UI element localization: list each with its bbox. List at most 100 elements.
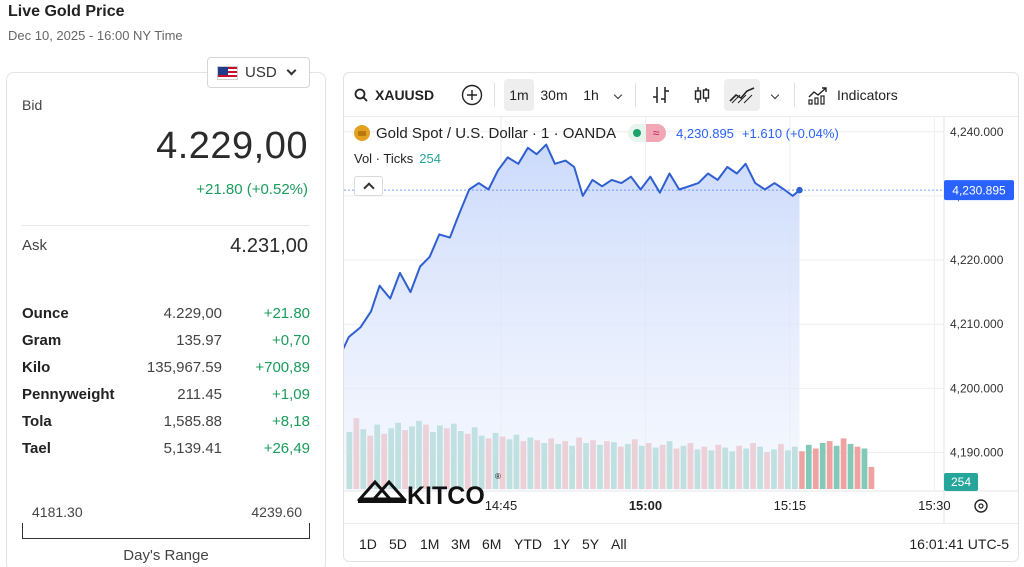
page-title: Live Gold Price (8, 3, 125, 20)
us-flag-icon (217, 65, 238, 80)
chart-legend: Gold Spot / U.S. Dollar · 1 · OANDA ≈ 4,… (354, 124, 839, 142)
toolbar-separator (494, 83, 495, 107)
range-1m[interactable]: 1M (420, 536, 440, 552)
unit-row-kilo: Kilo 135,967.59 +700,89 (22, 357, 310, 384)
volume-bar (819, 443, 826, 489)
price-line (344, 143, 801, 350)
interval-30m[interactable]: 30m (540, 87, 568, 103)
volume-bar (868, 466, 875, 489)
unit-name: Pennyweight (22, 386, 115, 403)
volume-tag (944, 473, 978, 491)
unit-price: 135.97 (176, 332, 222, 349)
unit-row-pennyweight: Pennyweight 211.45 +1,09 (22, 384, 310, 411)
chart-type-dropdown[interactable] (766, 79, 784, 111)
unit-change: +1,09 (272, 386, 310, 403)
volume-bar (812, 448, 819, 489)
svg-text:®: ® (495, 472, 501, 481)
unit-price-list: Ounce 4.229,00 +21.80 Gram 135.97 +0,70 … (22, 303, 310, 465)
x-tick-label: 14:45 (485, 498, 518, 513)
page-subtitle: Dec 10, 2025 - 16:00 NY Time (8, 28, 183, 43)
y-tick-label: 4,210.000 (950, 317, 1004, 331)
bid-price: 4.229,00 (156, 125, 308, 167)
unit-change: +8,18 (272, 413, 310, 430)
unit-name: Tola (22, 413, 52, 430)
collapse-legend-button[interactable] (354, 176, 383, 196)
indicators-label: Indicators (837, 87, 898, 103)
chart-settings-icon[interactable] (974, 499, 988, 513)
divider (22, 225, 310, 226)
chevron-down-icon (613, 90, 623, 100)
range-5d[interactable]: 5D (389, 536, 407, 552)
range-ytd[interactable]: YTD (514, 536, 542, 552)
unit-change: +0,70 (272, 332, 310, 349)
bar-chart-type-button[interactable] (649, 79, 673, 111)
unit-change: +700,89 (255, 359, 310, 376)
days-range-label: Day's Range (123, 547, 209, 564)
chart-widget: XAUUSD 1m 30m 1h Indicators (343, 72, 1019, 562)
chevron-down-icon (286, 65, 297, 76)
volume-bar (861, 448, 868, 489)
range-1d[interactable]: 1D (359, 536, 377, 552)
unit-name: Kilo (22, 359, 51, 376)
chevron-down-icon (770, 90, 780, 100)
legend-price: 4,230.895 (676, 125, 734, 141)
interval-dropdown[interactable] (609, 79, 627, 111)
range-5y[interactable]: 5Y (582, 536, 600, 552)
chart-toolbar: XAUUSD 1m 30m 1h Indicators (344, 73, 1018, 117)
delayed-data-icon: ≈ (646, 124, 667, 142)
currency-select[interactable]: USD (207, 57, 310, 88)
interval-1m[interactable]: 1m (504, 79, 534, 111)
watermark-text: KITCO (407, 482, 485, 510)
ask-price: 4.231,00 (230, 235, 308, 257)
unit-row-gram: Gram 135.97 +0,70 (22, 330, 310, 357)
range-6m[interactable]: 6M (482, 536, 502, 552)
compare-symbol-button[interactable] (457, 79, 487, 111)
symbol-search[interactable]: XAUUSD (354, 79, 442, 111)
y-tick-label: 4,240.000 (950, 125, 1004, 139)
days-range-high: 4239.60 (251, 504, 302, 520)
x-tick-label: 15:15 (774, 498, 807, 513)
range-1y[interactable]: 1Y (553, 536, 571, 552)
indicators-button[interactable]: Indicators (807, 79, 917, 111)
range-bar: 1D 5D 1M 3M 6M YTD 1Y 5Y All 16:01:41 UT… (344, 523, 1018, 561)
unit-name: Ounce (22, 305, 69, 322)
candlesticks-icon (694, 87, 710, 103)
unit-row-ounce: Ounce 4.229,00 +21.80 (22, 303, 310, 330)
volume-bar (833, 445, 840, 489)
last-price-tag (944, 180, 1014, 201)
unit-name: Tael (22, 440, 51, 457)
market-open-dot-icon (628, 129, 646, 137)
chart-clock: 16:01:41 UTC-5 (909, 536, 1009, 552)
unit-price: 211.45 (177, 386, 222, 403)
y-tick-label: 4,190.000 (950, 446, 1004, 460)
range-3m[interactable]: 3M (451, 536, 471, 552)
range-all[interactable]: All (611, 536, 627, 552)
volume-bar (798, 451, 805, 489)
unit-change: +21.80 (263, 305, 310, 322)
price-panel (6, 72, 326, 567)
candles-chart-type-button[interactable] (690, 79, 714, 111)
bid-label: Bid (22, 97, 43, 113)
currency-value: USD (245, 64, 277, 81)
unit-name: Gram (22, 332, 62, 349)
last-price-marker (796, 186, 803, 194)
price-chart[interactable]: KITCO ® 4,240.0004,230.0004,220.0004,210… (344, 117, 1019, 523)
volume-bar (847, 443, 854, 489)
unit-price: 135,967.59 (146, 359, 222, 376)
gold-coin-icon (354, 125, 370, 141)
indicators-icon (808, 87, 827, 105)
interval-1h[interactable]: 1h (583, 87, 599, 103)
last-price-tag-label: 4,230.895 (952, 184, 1006, 198)
search-icon (354, 88, 368, 102)
volume-bar (854, 446, 861, 489)
unit-price: 1,585.88 (163, 413, 222, 430)
volume-tag-label: 254 (951, 475, 971, 489)
area-chart-type-button[interactable] (724, 79, 760, 111)
legend-title: Gold Spot / U.S. Dollar · 1 · OANDA (376, 124, 617, 142)
y-tick-label: 4,220.000 (950, 253, 1004, 267)
days-range-low: 4181.30 (32, 504, 83, 520)
unit-row-tael: Tael 5,139.41 +26,49 (22, 438, 310, 465)
toolbar-separator (794, 83, 795, 107)
ask-label: Ask (22, 237, 48, 254)
volume-legend: Vol · Ticks 254 (354, 151, 441, 166)
